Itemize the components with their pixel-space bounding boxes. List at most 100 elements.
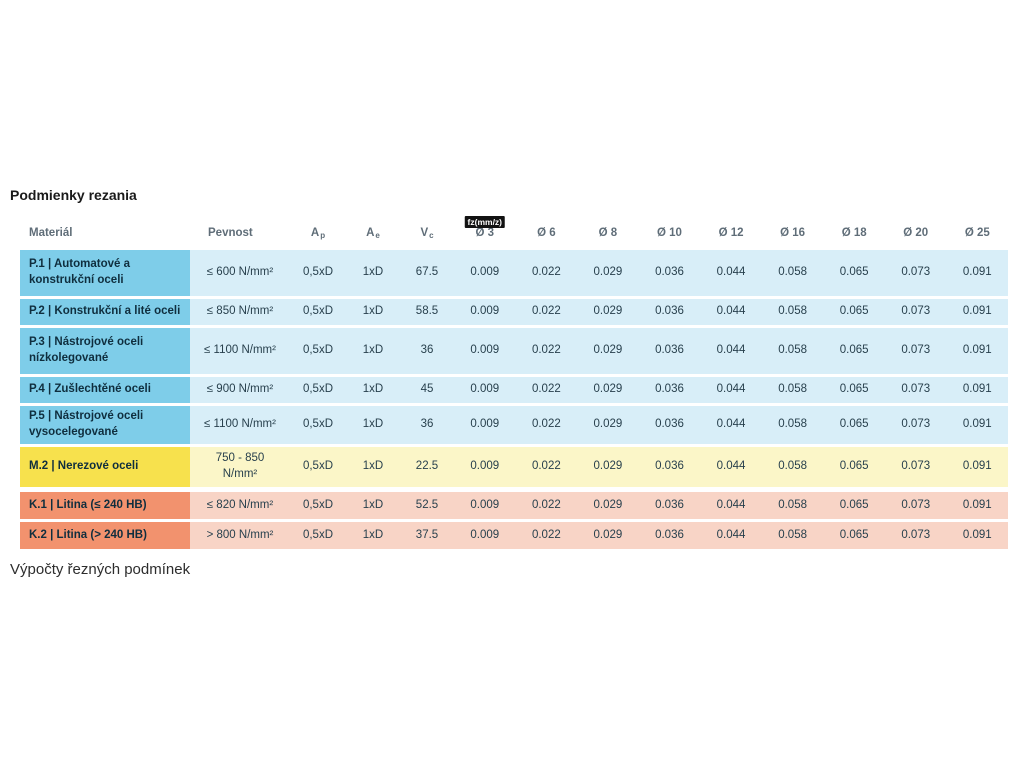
material-cell: P.5 | Nástrojové oceli vysocelegované	[20, 406, 190, 444]
header-material: Materiál	[29, 227, 73, 240]
fz-cell: 0.044	[700, 447, 762, 487]
fz-cell: 0.022	[515, 447, 578, 487]
ap-cell: 0,5xD	[290, 492, 346, 519]
pevnost-cell: 750 - 850 N/mm²	[190, 447, 290, 487]
material-cell: P.4 | Zušlechtěné oceli	[20, 377, 190, 403]
fz-cell: 0.029	[577, 406, 639, 444]
pevnost-cell: ≤ 1100 N/mm²	[190, 406, 290, 444]
fz-cell: 0.073	[884, 328, 947, 374]
fz-cell: 0.073	[884, 447, 947, 487]
fz-cell: 0.065	[823, 447, 885, 487]
fz-cell: 0.091	[946, 406, 1009, 444]
fz-cell: 0.044	[700, 406, 762, 444]
fz-cell: 0.065	[823, 250, 885, 296]
fz-cell: 0.091	[946, 522, 1009, 549]
fz-cell: 0.073	[884, 377, 947, 403]
fz-cell: 0.009	[454, 299, 516, 325]
fz-cell: 0.091	[946, 299, 1009, 325]
fz-cell: 0.036	[638, 492, 701, 519]
fz-cell: 0.058	[761, 522, 824, 549]
ap-cell: 0,5xD	[290, 250, 346, 296]
header-d3: fz(mm/z) Ø 3	[454, 214, 516, 246]
fz-cell: 0.058	[761, 492, 824, 519]
material-cell: K.1 | Litina (≤ 240 HB)	[20, 492, 190, 519]
fz-cell: 0.065	[823, 377, 885, 403]
material-cell: M.2 | Nerezové oceli	[20, 447, 190, 487]
fz-cell: 0.058	[761, 250, 824, 296]
fz-cell: 0.073	[884, 299, 947, 325]
fz-cell: 0.073	[884, 250, 947, 296]
ae-cell: 1xD	[346, 447, 400, 487]
header-d12: Ø 12	[718, 227, 744, 240]
vc-cell: 36	[400, 328, 454, 374]
fz-cell: 0.009	[454, 522, 516, 549]
fz-cell: 0.036	[638, 377, 701, 403]
page-title: Podmienky rezania	[10, 187, 137, 203]
fz-cell: 0.036	[638, 250, 701, 296]
fz-cell: 0.065	[823, 406, 885, 444]
header-d16: Ø 16	[780, 227, 806, 240]
fz-cell: 0.058	[761, 447, 824, 487]
fz-cell: 0.058	[761, 328, 824, 374]
header-ae-base: A	[366, 227, 375, 240]
ae-cell: 1xD	[346, 377, 400, 403]
fz-cell: 0.009	[454, 377, 516, 403]
fz-cell: 0.073	[884, 406, 947, 444]
header-d25: Ø 25	[964, 227, 990, 240]
fz-cell: 0.036	[638, 328, 701, 374]
material-cell: P.3 | Nástrojové oceli nízkolegované	[20, 328, 190, 374]
section-heading-calculations: Výpočty řezných podmínek	[10, 561, 191, 578]
ap-cell: 0,5xD	[290, 406, 346, 444]
pevnost-range: 750 - 850 N/mm²	[215, 452, 265, 480]
fz-cell: 0.091	[946, 250, 1009, 296]
header-ap-sub: p	[320, 231, 326, 241]
fz-cell: 0.022	[515, 377, 578, 403]
vc-cell: 67.5	[400, 250, 454, 296]
table-row-p5: P.5 | Nástrojové oceli vysocelegované ≤ …	[20, 406, 1009, 444]
ae-cell: 1xD	[346, 522, 400, 549]
fz-cell: 0.065	[823, 522, 885, 549]
fz-cell: 0.022	[515, 522, 578, 549]
fz-cell: 0.058	[761, 377, 824, 403]
fz-cell: 0.065	[823, 328, 885, 374]
header-vc-sub: c	[429, 231, 434, 241]
fz-cell: 0.065	[823, 492, 885, 519]
fz-cell: 0.022	[515, 492, 578, 519]
fz-cell: 0.022	[515, 250, 578, 296]
fz-cell: 0.091	[946, 447, 1009, 487]
vc-cell: 36	[400, 406, 454, 444]
fz-cell: 0.022	[515, 406, 578, 444]
fz-cell: 0.009	[454, 406, 516, 444]
fz-cell: 0.009	[454, 250, 516, 296]
header-d8: Ø 8	[598, 227, 618, 240]
fz-cell: 0.058	[761, 406, 824, 444]
fz-cell: 0.073	[884, 522, 947, 549]
table-row-p2: P.2 | Konstrukční a lité oceli ≤ 850 N/m…	[20, 299, 1009, 325]
pevnost-cell: ≤ 820 N/mm²	[190, 492, 290, 519]
fz-cell: 0.058	[761, 299, 824, 325]
ae-cell: 1xD	[346, 406, 400, 444]
fz-cell: 0.029	[577, 492, 639, 519]
fz-cell: 0.036	[638, 447, 701, 487]
ap-cell: 0,5xD	[290, 377, 346, 403]
table-row-p1: P.1 | Automatové a konstrukční oceli ≤ 6…	[20, 250, 1009, 296]
fz-cell: 0.065	[823, 299, 885, 325]
fz-cell: 0.091	[946, 377, 1009, 403]
fz-cell: 0.009	[454, 328, 516, 374]
pevnost-cell: ≤ 600 N/mm²	[190, 250, 290, 296]
vc-cell: 37.5	[400, 522, 454, 549]
fz-cell: 0.022	[515, 328, 578, 374]
fz-cell: 0.029	[577, 522, 639, 549]
header-d20: Ø 20	[903, 227, 929, 240]
fz-unit-badge: fz(mm/z)	[464, 215, 506, 228]
header-d6: Ø 6	[537, 227, 556, 240]
ae-cell: 1xD	[346, 492, 400, 519]
material-cell: K.2 | Litina (> 240 HB)	[20, 522, 190, 549]
vc-cell: 52.5	[400, 492, 454, 519]
fz-cell: 0.029	[577, 377, 639, 403]
pevnost-cell: ≤ 850 N/mm²	[190, 299, 290, 325]
